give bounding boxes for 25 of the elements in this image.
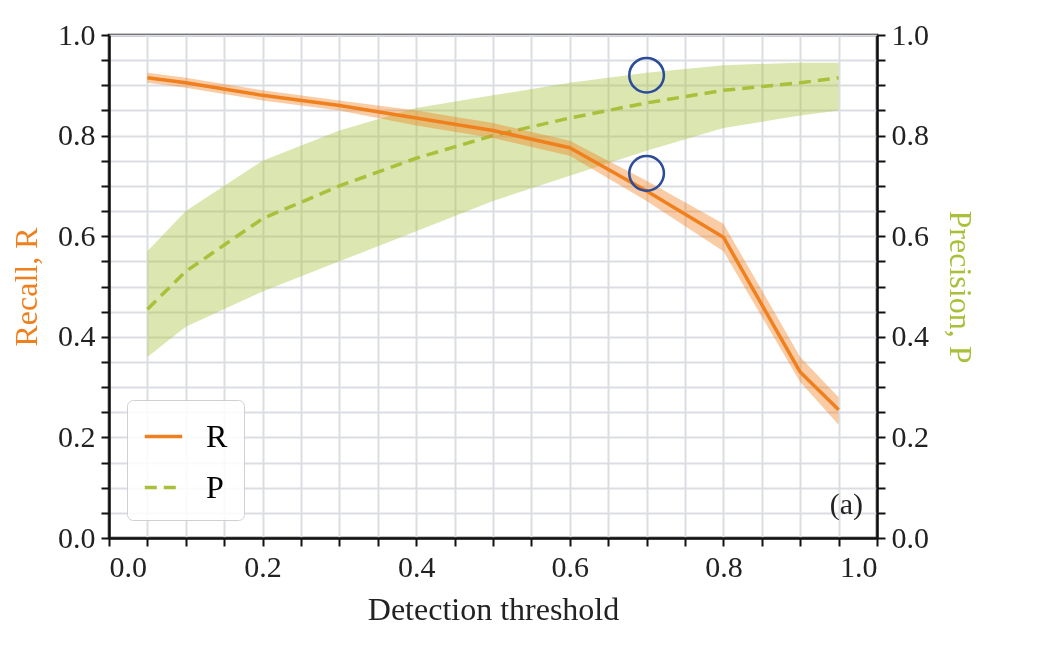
- y2-tick-label: 0.4: [891, 319, 929, 353]
- y-tick-label: 0.0: [58, 520, 96, 554]
- y2-tick-label: 0.8: [891, 118, 929, 152]
- y2-tick-label: 0.2: [891, 419, 929, 453]
- y2-tick-label: 0.6: [891, 218, 929, 252]
- y-tick-label: 0.8: [58, 118, 96, 152]
- y2-axis-title: Precision, P: [943, 210, 979, 364]
- x-tick-label: 1.0: [840, 549, 878, 583]
- y-tick-label: 0.4: [58, 319, 96, 353]
- y-axis-title: Recall, R: [8, 226, 44, 347]
- y2-tick-label: 0.0: [891, 520, 929, 554]
- legend-label: P: [206, 468, 224, 505]
- line-series: [145, 76, 841, 311]
- y-tick-label: 0.2: [58, 419, 96, 453]
- y2-tick-label: 1.0: [891, 17, 929, 51]
- x-axis-title: Detection threshold: [367, 590, 620, 627]
- x-tick-label: 0.4: [397, 549, 436, 583]
- y-tick-label: 1.0: [58, 17, 96, 51]
- x-tick-label: 0.8: [705, 549, 743, 583]
- x-tick-label: 0.2: [244, 549, 282, 583]
- x-tick-label: 0.0: [109, 549, 147, 583]
- x-tick-label: 0.6: [551, 549, 590, 583]
- annotation: (a): [829, 487, 863, 521]
- y-tick-label: 0.6: [58, 218, 96, 252]
- legend-label: R: [206, 417, 228, 454]
